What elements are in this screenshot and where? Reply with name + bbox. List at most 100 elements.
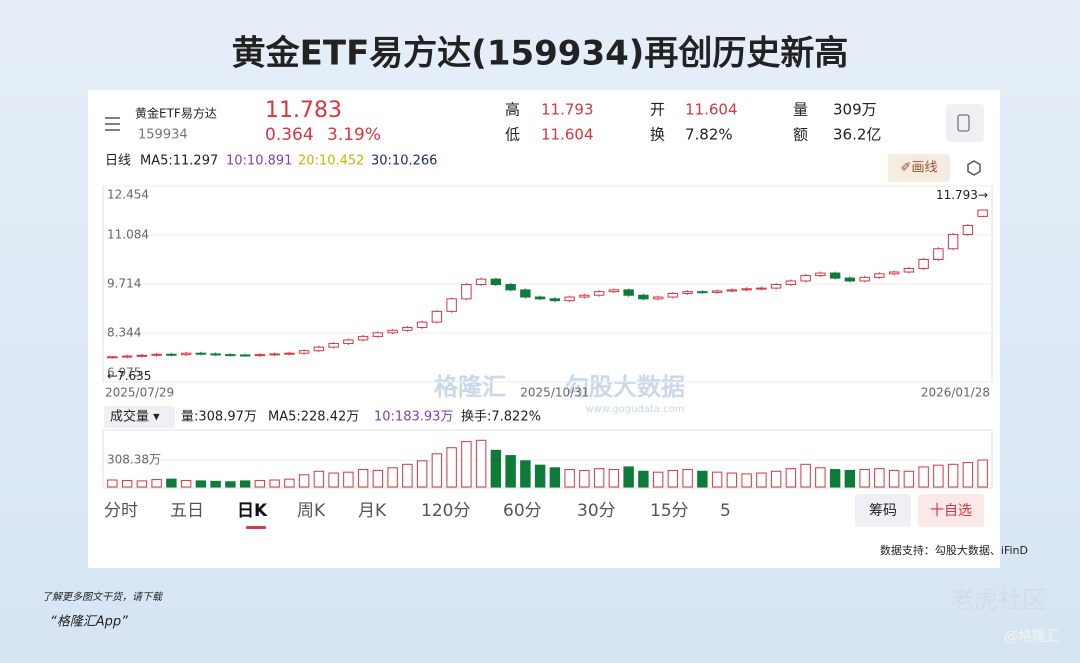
volume-bar bbox=[579, 469, 590, 488]
volume-bar bbox=[549, 467, 561, 488]
tab[interactable]: 15分 bbox=[650, 501, 689, 521]
volume-bar bbox=[284, 478, 295, 488]
volume-bar bbox=[977, 459, 988, 488]
candle-body bbox=[416, 321, 428, 328]
volume-bar bbox=[416, 460, 428, 488]
volume-bar bbox=[903, 470, 915, 488]
tab[interactable]: 120分 bbox=[421, 501, 470, 521]
stat-value: 36.2亿 bbox=[833, 126, 881, 144]
footer-watermark: 老虎社区 bbox=[950, 586, 1046, 614]
price: 11.783 bbox=[265, 98, 342, 123]
candle-body bbox=[549, 298, 561, 302]
candle-body bbox=[741, 288, 752, 291]
settings-button[interactable] bbox=[946, 104, 984, 142]
stat-label: 换 bbox=[650, 126, 665, 144]
min-label: ←7.635 bbox=[107, 369, 151, 383]
ma-legend: 10:10.891 bbox=[226, 154, 292, 169]
tab[interactable]: 五日 bbox=[170, 501, 204, 521]
watermark-sub: 勾股大数据 bbox=[565, 373, 685, 401]
candle-body bbox=[151, 353, 162, 356]
volume-bar bbox=[829, 469, 841, 488]
volume-bar bbox=[785, 468, 797, 488]
y-tick-label: 11.084 bbox=[107, 228, 149, 242]
volume-bar bbox=[490, 449, 502, 488]
chips-button[interactable] bbox=[855, 494, 911, 527]
stat-label: 开 bbox=[650, 101, 665, 119]
tab[interactable]: 60分 bbox=[503, 501, 542, 521]
volume-bar bbox=[107, 479, 118, 488]
candle-body bbox=[962, 224, 974, 235]
volume-bar bbox=[475, 439, 487, 488]
stat-value: 309万 bbox=[833, 101, 877, 119]
tab[interactable]: 5 bbox=[720, 501, 731, 521]
candle-body bbox=[298, 350, 310, 354]
volume-bar bbox=[121, 479, 133, 488]
volume-legend: 换手:7.822% bbox=[461, 410, 541, 425]
volume-bar bbox=[431, 453, 443, 488]
candle-body bbox=[343, 339, 354, 345]
candle-body bbox=[652, 296, 664, 300]
candle-body bbox=[785, 280, 797, 286]
volume-legend: 10:183.93万 bbox=[374, 410, 453, 425]
footer-line2: “格隆汇App” bbox=[50, 615, 128, 630]
candle-body bbox=[874, 273, 885, 278]
candle-body bbox=[284, 352, 295, 355]
candle-body bbox=[564, 296, 575, 302]
y-tick-label: 12.454 bbox=[107, 188, 149, 202]
stat-value: 11.604 bbox=[685, 101, 738, 119]
volume-bar bbox=[564, 469, 575, 488]
candle-body bbox=[888, 271, 900, 275]
tab[interactable]: 月K bbox=[358, 501, 387, 521]
candle-body bbox=[844, 277, 856, 282]
candle-body bbox=[269, 353, 280, 356]
menu-icon[interactable] bbox=[105, 117, 120, 131]
volume-bar bbox=[756, 472, 767, 488]
volume-selector[interactable] bbox=[104, 406, 175, 428]
volume-bar bbox=[800, 463, 811, 488]
tab[interactable]: 30分 bbox=[577, 501, 616, 521]
volume-frame bbox=[102, 429, 993, 489]
watchlist-button-label: 十自选 bbox=[930, 503, 972, 519]
candle-body bbox=[697, 291, 708, 294]
watermark-url: www.gogudata.com bbox=[585, 404, 684, 415]
volume-bar bbox=[962, 462, 974, 488]
volume-bar bbox=[357, 469, 369, 488]
candle-body bbox=[682, 291, 693, 294]
volume-bar bbox=[534, 464, 546, 488]
watchlist-button[interactable] bbox=[918, 494, 984, 527]
candle-body bbox=[829, 272, 841, 279]
candle-body bbox=[534, 296, 546, 300]
change: 0.364 bbox=[265, 125, 314, 145]
volume-bar bbox=[387, 467, 398, 488]
candle-body bbox=[107, 356, 118, 359]
fund-code: 159934 bbox=[138, 128, 188, 143]
candle-body bbox=[667, 292, 679, 298]
candle-body bbox=[254, 354, 266, 357]
tab[interactable]: 周K bbox=[297, 501, 326, 521]
volume-bar bbox=[269, 479, 280, 488]
volume-bar bbox=[888, 469, 900, 488]
phone-icon bbox=[957, 114, 970, 132]
volume-bar bbox=[933, 464, 944, 488]
volume-legend: MA5:228.42万 bbox=[268, 410, 359, 425]
footer-line1: 了解更多图文干货，请下载 bbox=[42, 591, 164, 603]
volume-bar bbox=[446, 447, 457, 488]
draw-button[interactable] bbox=[888, 154, 950, 182]
volume-selector-label: 成交量 ▾ bbox=[110, 409, 160, 425]
volume-bar bbox=[520, 460, 531, 488]
candle-body bbox=[239, 354, 251, 357]
volume-bar bbox=[652, 471, 664, 488]
tab[interactable]: 分时 bbox=[104, 501, 138, 521]
stat-value: 7.82% bbox=[685, 126, 733, 144]
candle-body bbox=[947, 233, 959, 250]
tab[interactable]: 日K bbox=[237, 501, 268, 521]
candle-body bbox=[593, 291, 605, 296]
candle-body bbox=[313, 346, 325, 352]
volume-legend: 量:308.97万 bbox=[181, 410, 257, 425]
candle-body bbox=[490, 278, 502, 286]
settings-icon[interactable] bbox=[967, 160, 981, 176]
candle-body bbox=[608, 289, 620, 293]
volume-bar bbox=[180, 479, 192, 488]
volume-bar bbox=[947, 463, 959, 488]
